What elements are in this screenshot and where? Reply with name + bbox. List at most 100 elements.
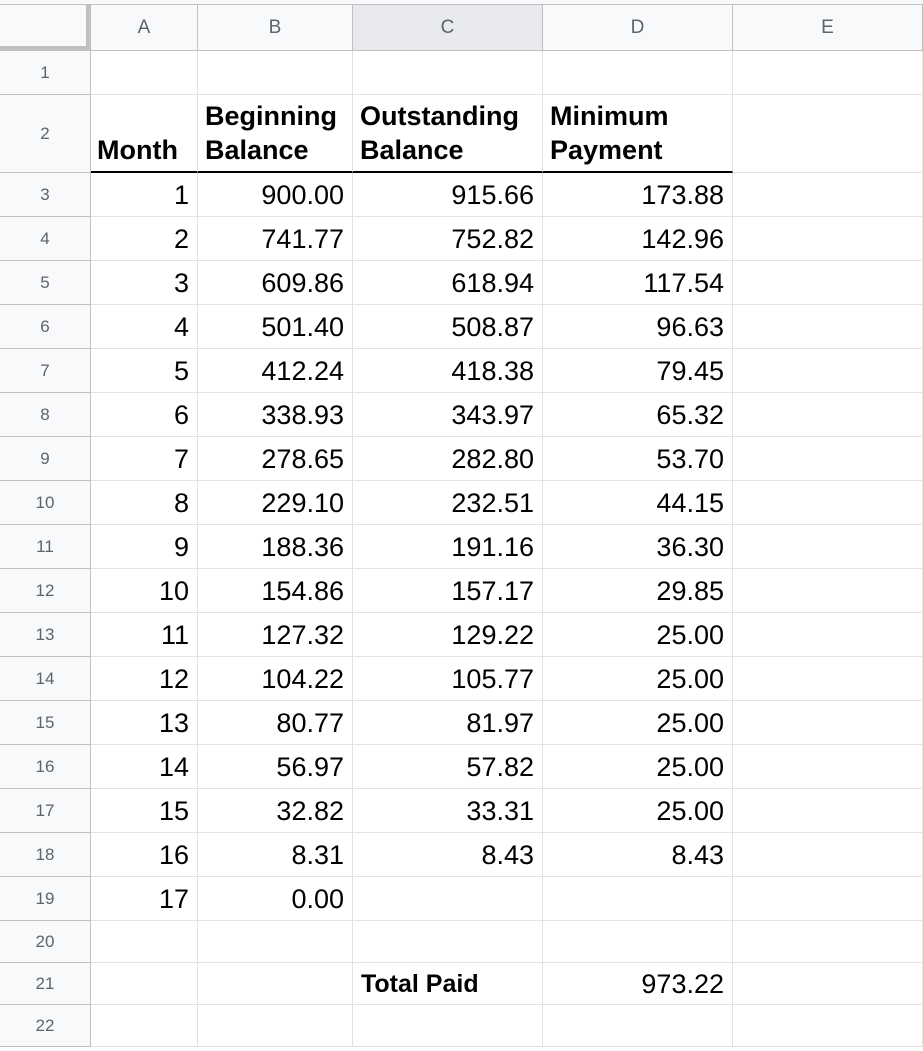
row-header-14[interactable]: 14 [0,657,91,701]
row-header-9[interactable]: 9 [0,437,91,481]
minimum-payment-cell[interactable]: 53.70 [543,437,733,481]
outstanding-balance-cell[interactable]: 191.16 [353,525,543,569]
row-header-10[interactable]: 10 [0,481,91,525]
month-cell[interactable]: 5 [91,349,198,393]
beginning-balance-cell[interactable]: 32.82 [198,789,353,833]
empty-cell[interactable] [733,525,923,569]
header-beginning-balance[interactable]: Beginning Balance [198,95,353,173]
beginning-balance-cell[interactable]: 56.97 [198,745,353,789]
outstanding-balance-cell[interactable]: 157.17 [353,569,543,613]
month-cell[interactable]: 8 [91,481,198,525]
minimum-payment-cell[interactable]: 25.00 [543,701,733,745]
minimum-payment-cell[interactable]: 117.54 [543,261,733,305]
minimum-payment-cell[interactable]: 36.30 [543,525,733,569]
empty-cell[interactable] [91,921,198,963]
cell-e2[interactable] [733,95,923,173]
empty-cell[interactable] [733,393,923,437]
outstanding-balance-cell[interactable]: 232.51 [353,481,543,525]
header-minimum-payment[interactable]: Minimum Payment [543,95,733,173]
empty-cell[interactable] [353,1005,543,1047]
empty-cell[interactable] [733,173,923,217]
total-paid-value[interactable]: 973.22 [543,963,733,1005]
minimum-payment-cell[interactable]: 44.15 [543,481,733,525]
month-cell[interactable]: 4 [91,305,198,349]
beginning-balance-cell[interactable]: 900.00 [198,173,353,217]
row-header-7[interactable]: 7 [0,349,91,393]
column-header-e[interactable]: E [733,5,923,51]
row-header-20[interactable]: 20 [0,921,91,963]
beginning-balance-cell[interactable]: 154.86 [198,569,353,613]
cell-d1[interactable] [543,51,733,95]
outstanding-balance-cell[interactable]: 343.97 [353,393,543,437]
empty-cell[interactable] [733,481,923,525]
month-cell[interactable]: 7 [91,437,198,481]
outstanding-balance-cell[interactable]: 508.87 [353,305,543,349]
row-header-19[interactable]: 19 [0,877,91,921]
beginning-balance-cell[interactable]: 188.36 [198,525,353,569]
header-month[interactable]: Month [91,95,198,173]
empty-cell[interactable] [198,1005,353,1047]
column-header-b[interactable]: B [198,5,353,51]
minimum-payment-cell[interactable]: 65.32 [543,393,733,437]
cell-a1[interactable] [91,51,198,95]
beginning-balance-cell[interactable]: 8.31 [198,833,353,877]
row-header-16[interactable]: 16 [0,745,91,789]
outstanding-balance-cell[interactable]: 105.77 [353,657,543,701]
empty-cell[interactable] [733,701,923,745]
minimum-payment-cell[interactable]: 29.85 [543,569,733,613]
empty-cell[interactable] [91,963,198,1005]
minimum-payment-cell[interactable]: 79.45 [543,349,733,393]
empty-cell[interactable] [91,1005,198,1047]
outstanding-balance-cell[interactable]: 33.31 [353,789,543,833]
beginning-balance-cell[interactable]: 412.24 [198,349,353,393]
empty-cell[interactable] [733,349,923,393]
empty-cell[interactable] [543,1005,733,1047]
minimum-payment-cell[interactable]: 173.88 [543,173,733,217]
row-header-4[interactable]: 4 [0,217,91,261]
row-header-2[interactable]: 2 [0,95,91,173]
total-paid-label[interactable]: Total Paid [353,963,543,1005]
minimum-payment-cell[interactable]: 25.00 [543,613,733,657]
cell-e1[interactable] [733,51,923,95]
beginning-balance-cell[interactable]: 127.32 [198,613,353,657]
outstanding-balance-cell[interactable]: 57.82 [353,745,543,789]
empty-cell[interactable] [198,963,353,1005]
outstanding-balance-cell[interactable]: 752.82 [353,217,543,261]
header-outstanding-balance[interactable]: Outstanding Balance [353,95,543,173]
empty-cell[interactable] [733,217,923,261]
row-header-11[interactable]: 11 [0,525,91,569]
row-header-5[interactable]: 5 [0,261,91,305]
empty-cell[interactable] [353,921,543,963]
empty-cell[interactable] [543,921,733,963]
outstanding-balance-cell[interactable]: 81.97 [353,701,543,745]
month-cell[interactable]: 1 [91,173,198,217]
month-cell[interactable]: 3 [91,261,198,305]
column-header-d[interactable]: D [543,5,733,51]
row-header-15[interactable]: 15 [0,701,91,745]
row-header-13[interactable]: 13 [0,613,91,657]
cell-b1[interactable] [198,51,353,95]
empty-cell[interactable] [733,261,923,305]
month-cell[interactable]: 16 [91,833,198,877]
minimum-payment-cell[interactable]: 142.96 [543,217,733,261]
minimum-payment-cell[interactable]: 96.63 [543,305,733,349]
empty-cell[interactable] [733,833,923,877]
column-header-c[interactable]: C [353,5,543,51]
beginning-balance-cell[interactable]: 338.93 [198,393,353,437]
minimum-payment-cell[interactable] [543,877,733,921]
beginning-balance-cell[interactable]: 501.40 [198,305,353,349]
row-header-3[interactable]: 3 [0,173,91,217]
month-cell[interactable]: 9 [91,525,198,569]
beginning-balance-cell[interactable]: 609.86 [198,261,353,305]
month-cell[interactable]: 12 [91,657,198,701]
minimum-payment-cell[interactable]: 25.00 [543,657,733,701]
empty-cell[interactable] [733,1005,923,1047]
beginning-balance-cell[interactable]: 741.77 [198,217,353,261]
outstanding-balance-cell[interactable] [353,877,543,921]
row-header-18[interactable]: 18 [0,833,91,877]
empty-cell[interactable] [733,569,923,613]
outstanding-balance-cell[interactable]: 418.38 [353,349,543,393]
outstanding-balance-cell[interactable]: 8.43 [353,833,543,877]
month-cell[interactable]: 17 [91,877,198,921]
month-cell[interactable]: 15 [91,789,198,833]
